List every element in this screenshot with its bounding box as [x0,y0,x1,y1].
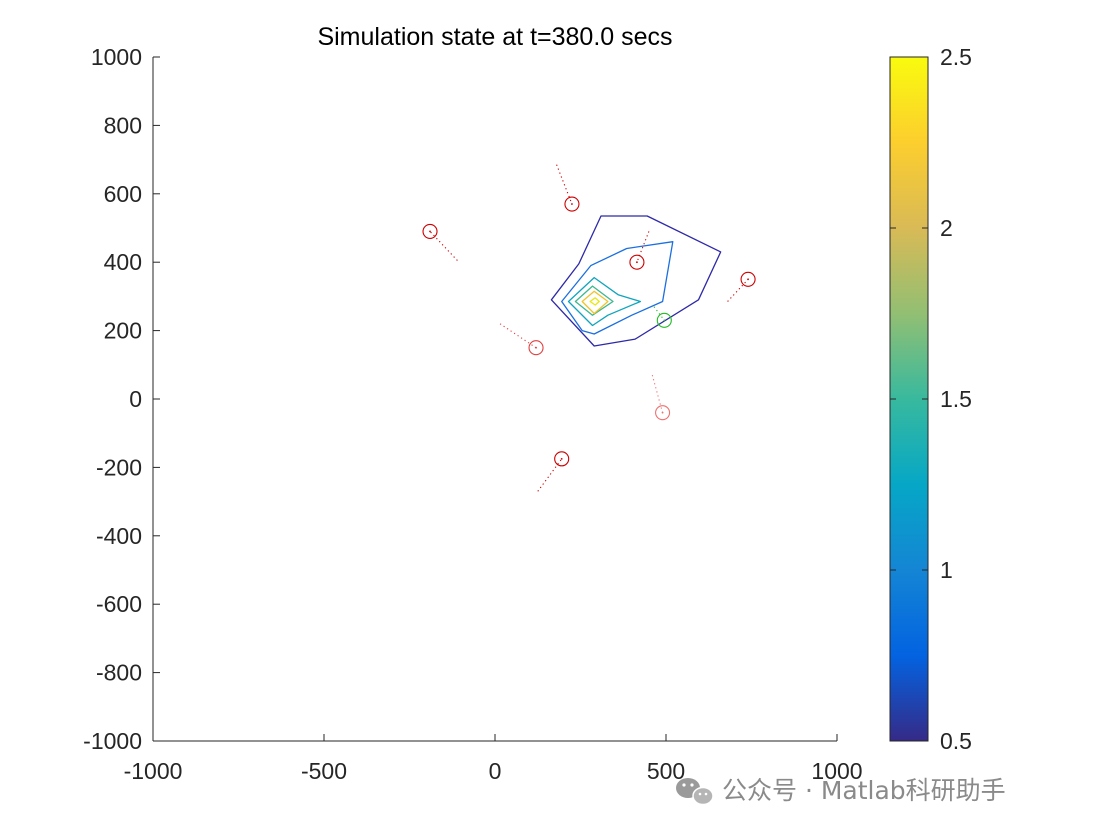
x-tick-label: 0 [489,758,502,784]
y-tick-label: 0 [129,386,142,412]
y-tick-label: 600 [104,181,142,207]
x-tick-label: -1000 [124,758,183,784]
agent-marker [656,312,672,328]
colorbar: 2.5 2 1.5 1 0.5 [889,44,972,754]
colorbar-tick-label: 2.5 [940,44,972,70]
agent-trail [727,278,749,302]
y-tick-label: 800 [104,112,142,138]
y-tick-label: -800 [96,660,142,686]
axes: -1000 -500 0 500 1000 1000 800 600 400 200 0 -200 -4… [83,44,862,784]
agent-center-dot [636,261,638,264]
agent-center-dot [429,230,431,233]
y-tick-label: -600 [96,591,142,617]
colorbar-tick-label: 1.5 [940,386,972,412]
agent-marker [422,223,438,239]
y-tick-label: -200 [96,454,142,480]
x-tick-label: -500 [301,758,347,784]
contour-line-1-1 [561,241,674,335]
agent-center-dot [535,346,537,349]
agent-trail [429,231,458,261]
agent-center-dot [661,411,664,414]
watermark-text: 公众号 · Matlab科研助手 [722,776,1006,805]
agent-trail [556,164,573,205]
contour-line-1-8 [574,285,614,316]
y-tick-label: 400 [104,249,142,275]
agent-center-dot [663,319,666,322]
colorbar-fill [890,57,928,741]
contour-line-0-7 [550,215,722,347]
y-tick-label: 1000 [91,44,142,70]
agent-center-dot [571,203,573,205]
y-tick-label: -400 [96,523,142,549]
agent-marker [740,271,756,287]
agent-layer [422,196,756,467]
x-tick-label: 500 [647,758,685,784]
agent-marker [629,254,645,270]
colorbar-tick-label: 0.5 [940,728,972,754]
trail-layer [429,164,749,492]
agent-trail [537,458,563,492]
plot-area [422,164,756,492]
colorbar-tick-label: 1 [940,557,953,583]
watermark: 公众号 · Matlab科研助手 [676,776,1006,806]
agent-marker [554,451,570,467]
contour-line-2-4 [589,297,600,306]
y-tick-label: -1000 [83,728,142,754]
wechat-icon [676,778,714,806]
agent-center-dot [747,278,749,281]
agent-center-dot [560,457,563,460]
agent-marker [655,405,671,421]
x-tick-label: 1000 [811,758,862,784]
y-tick-label: 200 [104,318,142,344]
contour-line-1-4 [567,276,642,327]
chart-title: Simulation state at t=380.0 secs [317,23,672,51]
contour-line-2-2 [581,290,609,315]
agent-marker [528,340,544,356]
colorbar-tick-label: 2 [940,215,953,241]
agent-marker [564,196,580,212]
agent-trail [651,374,664,413]
contour-layer [550,215,722,347]
agent-trail [653,306,665,321]
agent-trail [499,323,537,349]
